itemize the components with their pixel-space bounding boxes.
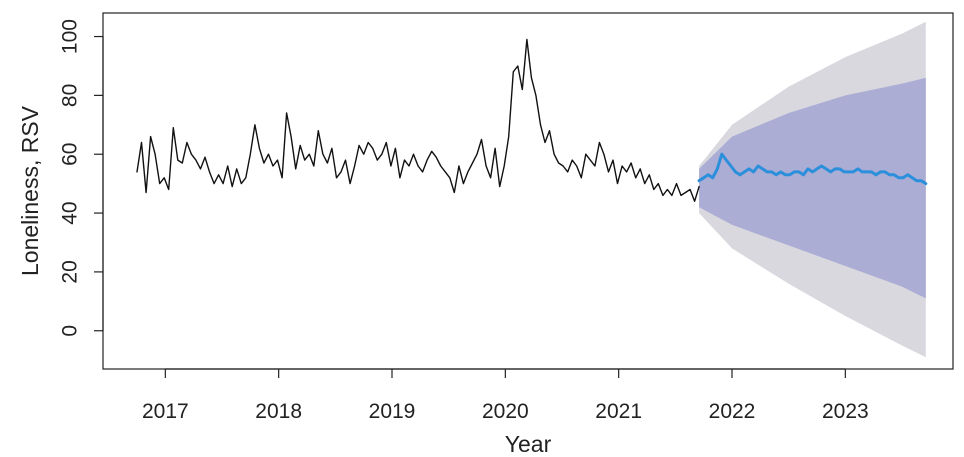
x-tick-label: 2019 xyxy=(369,400,416,423)
y-tick-label: 100 xyxy=(59,19,82,54)
x-tick-label: 2022 xyxy=(709,400,756,423)
prediction-bands xyxy=(699,21,926,358)
y-tick-label: 60 xyxy=(59,143,82,166)
x-tick-label: 2020 xyxy=(482,400,529,423)
prediction-band-80 xyxy=(699,77,926,299)
x-axis-label: Year xyxy=(505,431,552,457)
x-axis: 2017 2018 2019 2020 2021 2022 2023 xyxy=(142,368,869,423)
forecast-series-line xyxy=(697,152,928,186)
observed-series-line xyxy=(136,38,700,203)
y-tick-label: 20 xyxy=(59,260,82,283)
series-lines xyxy=(136,38,928,203)
x-tick-label: 2017 xyxy=(142,400,189,423)
y-tick-label: 80 xyxy=(59,84,82,107)
x-tick-label: 2018 xyxy=(255,400,302,423)
x-tick-label: 2023 xyxy=(822,400,869,423)
y-tick-label: 40 xyxy=(59,201,82,224)
y-axis-label: Loneliness, RSV xyxy=(17,105,43,276)
y-tick-label: 0 xyxy=(59,325,82,337)
x-tick-label: 2021 xyxy=(595,400,642,423)
y-axis: 0 20 40 60 80 100 xyxy=(59,19,104,337)
